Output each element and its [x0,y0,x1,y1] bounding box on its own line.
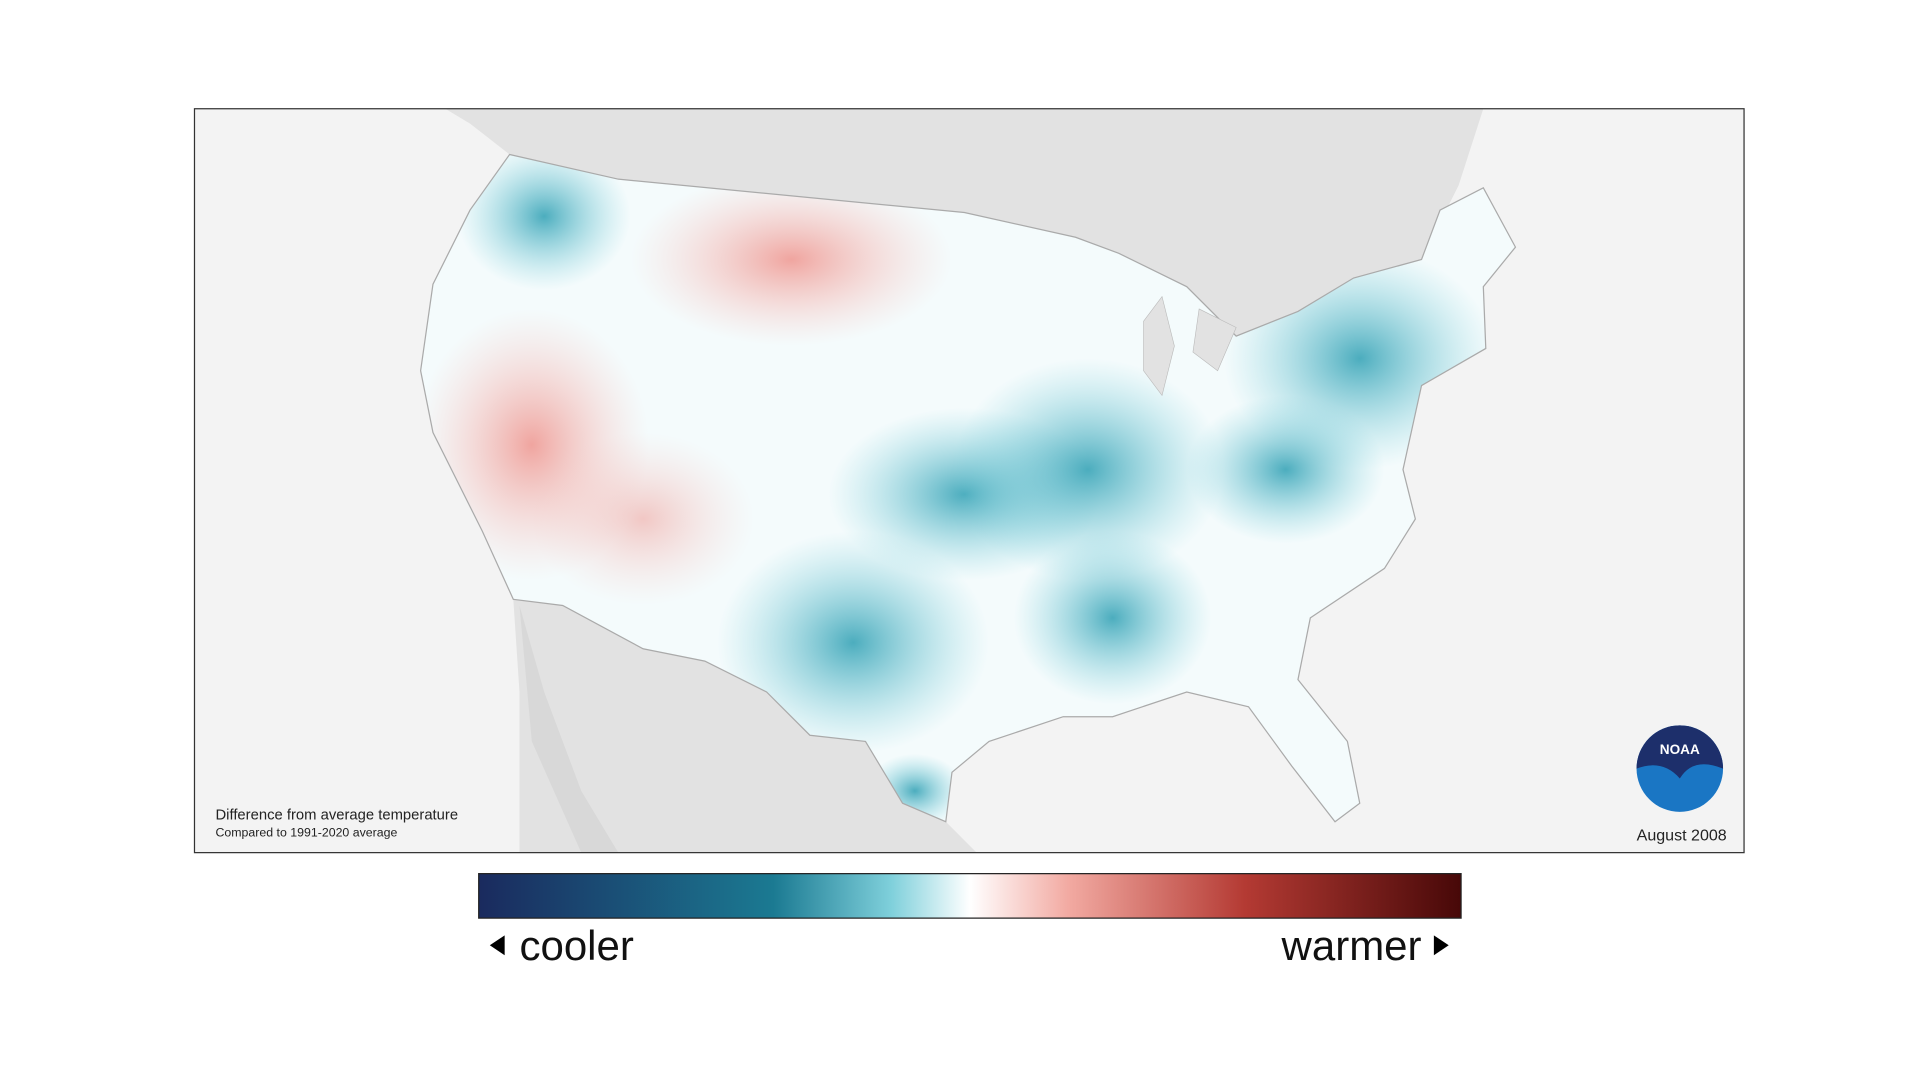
date: August 2008 [1637,826,1727,844]
right-arrow [1433,935,1449,956]
noaa-logo: NOAA [1636,725,1724,812]
left-arrow [489,935,505,956]
caption: Difference from average temperature [215,807,458,823]
color-bar [478,873,1462,919]
map: NOAA Difference from average temperature… [194,108,1745,853]
cooler-label: cooler [519,922,633,969]
subcaption: Compared to 1991-2020 average [215,826,397,840]
logo-text: NOAA [1660,742,1700,757]
warmer-label: warmer [1281,922,1422,969]
map-frame [193,108,1745,854]
